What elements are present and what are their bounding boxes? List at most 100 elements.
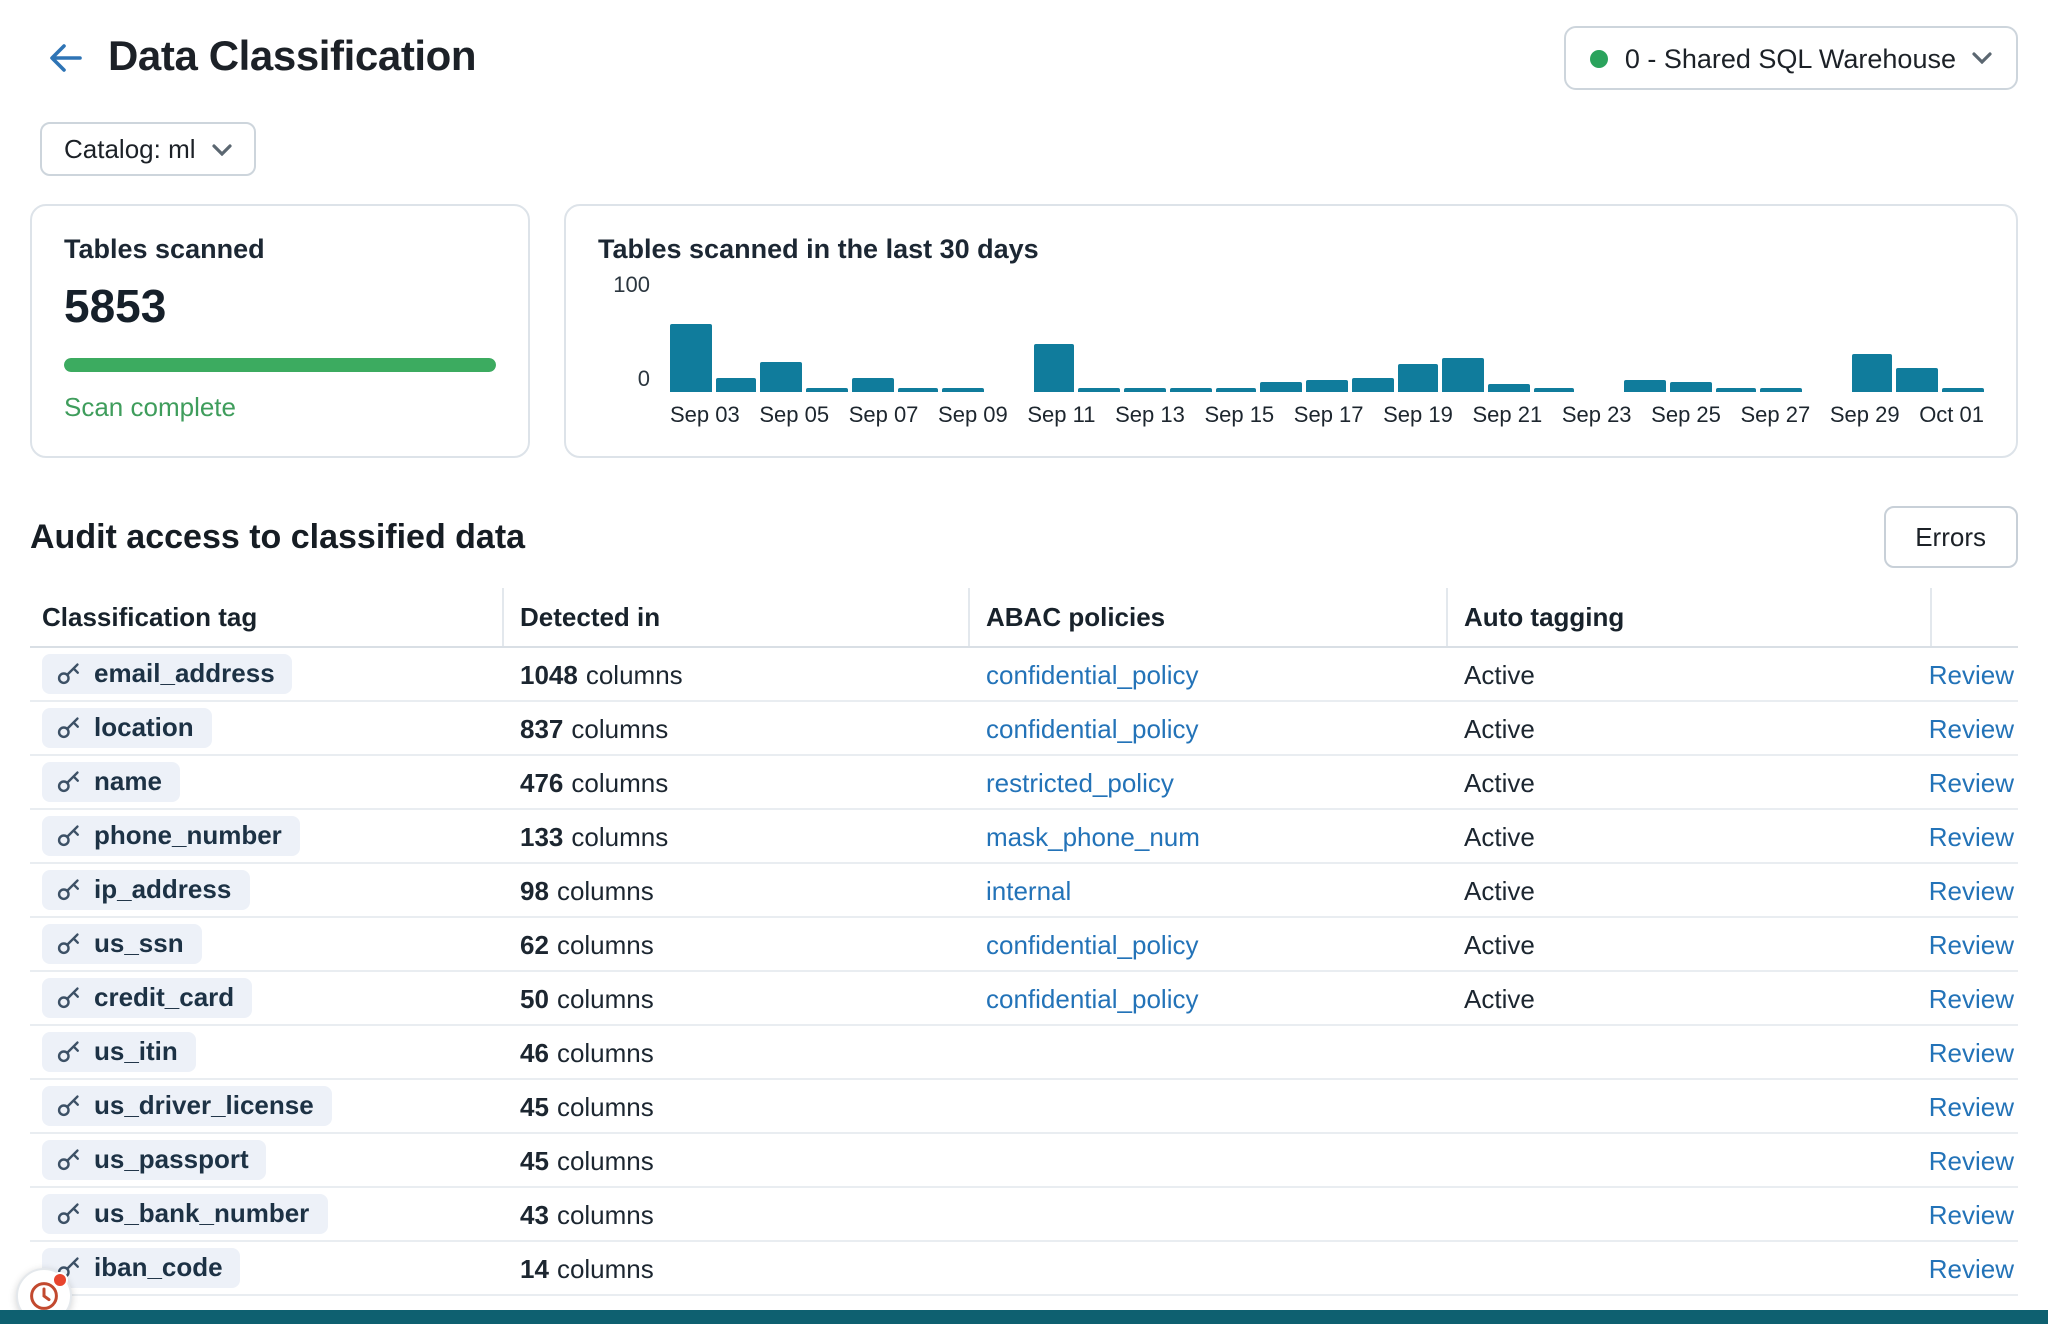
chart-bar — [806, 276, 848, 392]
abac-policy-link[interactable]: internal — [986, 875, 1072, 905]
review-link[interactable]: Review — [1928, 1199, 2014, 1229]
auto-tagging-cell: Active — [1464, 983, 1535, 1013]
warehouse-selector[interactable]: 0 - Shared SQL Warehouse — [1564, 26, 2018, 90]
chart-x-tick: Sep 11 — [1027, 404, 1096, 428]
classification-tag[interactable]: phone_number — [42, 815, 300, 857]
chart-x-tick — [1457, 404, 1469, 428]
page-title: Data Classification — [108, 34, 477, 80]
chart-bar — [1806, 276, 1847, 392]
audit-table-body: email_address 1048 columns confidential_pol… — [30, 648, 2018, 1296]
classification-tag[interactable]: credit_card — [42, 977, 253, 1019]
classification-tag[interactable]: us_driver_license — [42, 1085, 332, 1127]
errors-button[interactable]: Errors — [1883, 506, 2018, 568]
top-bar: Data Classification 0 - Shared SQL Wareh… — [0, 0, 2048, 90]
catalog-filter-button[interactable]: Catalog: ml — [40, 122, 256, 176]
chart-plot-area: Sep 03 Sep 05 Sep 07 Sep 09 Sep 11 Sep 13 Sep … — [670, 276, 1984, 428]
chart-x-tick: Oct 01 — [1919, 404, 1984, 428]
detected-in-cell: 46 columns — [520, 1037, 654, 1067]
review-link[interactable]: Review — [1928, 821, 2014, 851]
chart-x-tick — [1904, 404, 1916, 428]
classification-tag[interactable]: us_bank_number — [42, 1193, 328, 1235]
chart-x-tick: Sep 09 — [938, 404, 1008, 428]
chart-bar — [1306, 276, 1348, 392]
chart-x-tick — [1725, 404, 1737, 428]
chart-x-tick: Sep 23 — [1561, 404, 1632, 428]
chart-bar — [1715, 276, 1757, 392]
abac-policy-link[interactable]: mask_phone_num — [986, 821, 1200, 851]
review-link[interactable]: Review — [1928, 929, 2014, 959]
classification-tag[interactable]: name — [42, 761, 180, 803]
classification-tag[interactable]: iban_code — [42, 1247, 241, 1289]
chart-bars — [670, 276, 1984, 392]
abac-policy-link[interactable]: confidential_policy — [986, 713, 1199, 743]
chart-x-tick — [744, 404, 756, 428]
chart-x-tick: Sep 21 — [1472, 404, 1543, 428]
classification-tag-cell: us_driver_license — [30, 1085, 504, 1127]
chart-x-tick: Sep 17 — [1293, 404, 1364, 428]
back-button[interactable] — [40, 34, 92, 82]
review-link[interactable]: Review — [1928, 1145, 2014, 1175]
classification-tag-label: credit_card — [94, 981, 235, 1012]
chart-bar — [1124, 276, 1166, 392]
chart-x-tick — [1012, 404, 1024, 428]
chart-x-tick: Sep 19 — [1383, 404, 1453, 428]
review-link[interactable]: Review — [1928, 1253, 2014, 1283]
auto-tagging-cell: Active — [1464, 767, 1535, 797]
review-cell: Review — [1928, 929, 2018, 959]
review-link[interactable]: Review — [1928, 659, 2014, 689]
chart-x-tick: Sep 15 — [1204, 404, 1275, 428]
chart-bar — [1351, 276, 1393, 392]
review-link[interactable]: Review — [1928, 875, 2014, 905]
detected-in-cell: 62 columns — [520, 929, 654, 959]
column-header-auto-tagging: Auto tagging — [1448, 588, 1932, 646]
detected-in-cell: 45 columns — [520, 1091, 654, 1121]
review-cell: Review — [1928, 659, 2018, 689]
review-cell: Review — [1928, 713, 2018, 743]
column-header-abac-policies: ABAC policies — [970, 588, 1448, 646]
chart-bar — [1942, 276, 1984, 392]
notification-badge — [52, 1272, 68, 1288]
classification-tag-label: us_ssn — [94, 927, 184, 958]
detected-in-cell: 43 columns — [520, 1199, 654, 1229]
abac-policy-cell: confidential_policy — [970, 983, 1448, 1013]
abac-policy-link[interactable]: restricted_policy — [986, 767, 1174, 797]
y-axis-max-label: 100 — [613, 274, 650, 298]
filter-row: Catalog: ml — [0, 90, 2048, 176]
classification-tag-cell: phone_number — [30, 815, 504, 857]
review-link[interactable]: Review — [1928, 1091, 2014, 1121]
classification-tag-label: phone_number — [94, 819, 282, 850]
auto-tagging-cell: Active — [1464, 821, 1535, 851]
abac-policy-link[interactable]: confidential_policy — [986, 929, 1199, 959]
column-header-classification-tag: Classification tag — [30, 588, 504, 646]
table-row: ip_address 98 columns internal Active Review — [30, 864, 2018, 918]
abac-policy-link[interactable]: confidential_policy — [986, 659, 1199, 689]
review-link[interactable]: Review — [1928, 713, 2014, 743]
chart-bar — [1033, 276, 1075, 392]
tables-scanned-card: Tables scanned 5853 Scan complete — [30, 204, 530, 458]
warehouse-status-dot — [1590, 49, 1609, 67]
chart-bar — [1442, 276, 1484, 392]
classification-tag[interactable]: email_address — [42, 653, 293, 695]
chart-bar — [670, 276, 712, 392]
abac-policy-cell: internal — [970, 875, 1448, 905]
classification-tag-label: us_bank_number — [94, 1197, 310, 1228]
classification-tag[interactable]: us_itin — [42, 1031, 196, 1073]
classification-tag[interactable]: us_ssn — [42, 923, 202, 965]
classification-tag[interactable]: ip_address — [42, 869, 250, 911]
abac-policy-link[interactable]: confidential_policy — [986, 983, 1199, 1013]
review-link[interactable]: Review — [1928, 767, 2014, 797]
review-link[interactable]: Review — [1928, 1037, 2014, 1067]
classification-tag[interactable]: location — [42, 707, 212, 749]
abac-policy-cell: mask_phone_num — [970, 821, 1448, 851]
classification-tag[interactable]: us_passport — [42, 1139, 267, 1181]
chart-x-labels: Sep 03 Sep 05 Sep 07 Sep 09 Sep 11 Sep 13 Sep … — [670, 404, 1984, 428]
auto-tagging-cell: Active — [1464, 929, 1535, 959]
chevron-down-icon — [1972, 52, 1992, 64]
table-row: credit_card 50 columns confidential_policy A… — [30, 972, 2018, 1026]
review-link[interactable]: Review — [1928, 983, 2014, 1013]
table-row: us_passport 45 columns Review — [30, 1134, 2018, 1188]
abac-policy-cell: confidential_policy — [970, 659, 1448, 689]
table-row: email_address 1048 columns confidential_pol… — [30, 648, 2018, 702]
chart-bar — [851, 276, 894, 392]
